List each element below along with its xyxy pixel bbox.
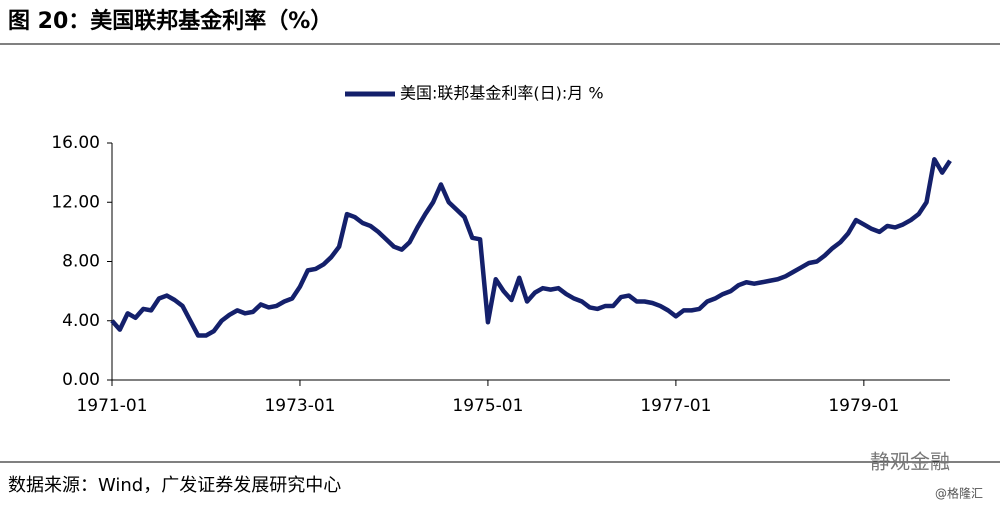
x-tick-label: 1977-01 [640, 396, 711, 416]
x-tick-label: 1971-01 [76, 396, 147, 416]
x-tick-label: 1979-01 [828, 396, 899, 416]
series-line [110, 157, 952, 338]
legend-label: 美国:联邦基金利率(日):月 % [400, 84, 604, 103]
credit: @格隆汇 [935, 486, 983, 501]
chart-title: 图 20：美国联邦基金利率（%） [8, 8, 332, 34]
watermark: 静观金融 [870, 450, 950, 474]
y-tick-label: 16.00 [51, 133, 100, 153]
y-tick-label: 4.00 [62, 311, 100, 331]
x-tick-label: 1975-01 [452, 396, 523, 416]
y-tick-label: 12.00 [51, 192, 100, 212]
y-tick-label: 8.00 [62, 252, 100, 272]
y-tick-label: 0.00 [62, 370, 100, 390]
source-note: 数据来源：Wind，广发证券发展研究中心 [8, 475, 341, 496]
x-tick-label: 1973-01 [264, 396, 335, 416]
